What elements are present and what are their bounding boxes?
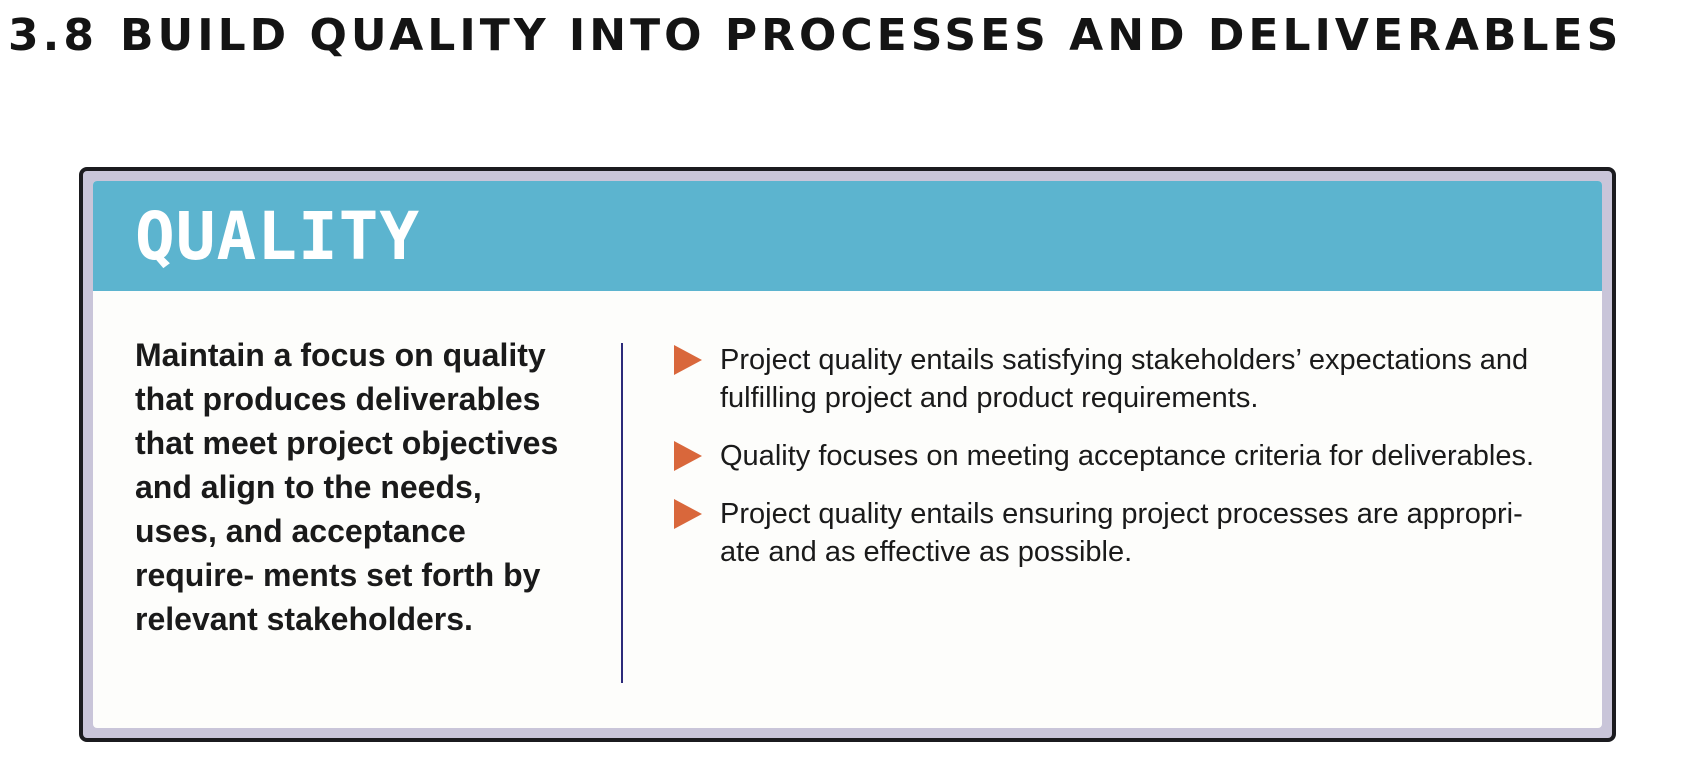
- principle-statement: Maintain a focus on quality that produce…: [135, 333, 560, 641]
- bullet-text: Quality focuses on meeting acceptance cr…: [720, 440, 1534, 472]
- list-item: Project quality entails satisfying stake…: [674, 341, 1554, 417]
- section-heading: 3.8 BUILD QUALITY INTO PROCESSES AND DELI…: [8, 8, 1622, 64]
- principle-card: QUALITY Maintain a focus on quality that…: [79, 167, 1616, 742]
- principle-card-body: QUALITY Maintain a focus on quality that…: [93, 181, 1602, 728]
- right-triangle-icon: [674, 441, 702, 471]
- bullet-list: Project quality entails satisfying stake…: [674, 341, 1554, 591]
- column-divider: [621, 343, 623, 683]
- card-header: QUALITY: [93, 181, 1602, 291]
- right-triangle-icon: [674, 345, 702, 375]
- right-triangle-icon: [674, 499, 702, 529]
- bullet-text: Project quality entails satisfying stake…: [720, 344, 1528, 414]
- section-title: BUILD QUALITY INTO PROCESSES AND DELIVER…: [120, 10, 1622, 61]
- section-number: 3.8: [8, 10, 98, 61]
- card-title: QUALITY: [135, 195, 420, 279]
- list-item: Quality focuses on meeting acceptance cr…: [674, 437, 1554, 475]
- bullet-text: Project quality entails ensuring project…: [720, 498, 1523, 568]
- list-item: Project quality entails ensuring project…: [674, 495, 1554, 571]
